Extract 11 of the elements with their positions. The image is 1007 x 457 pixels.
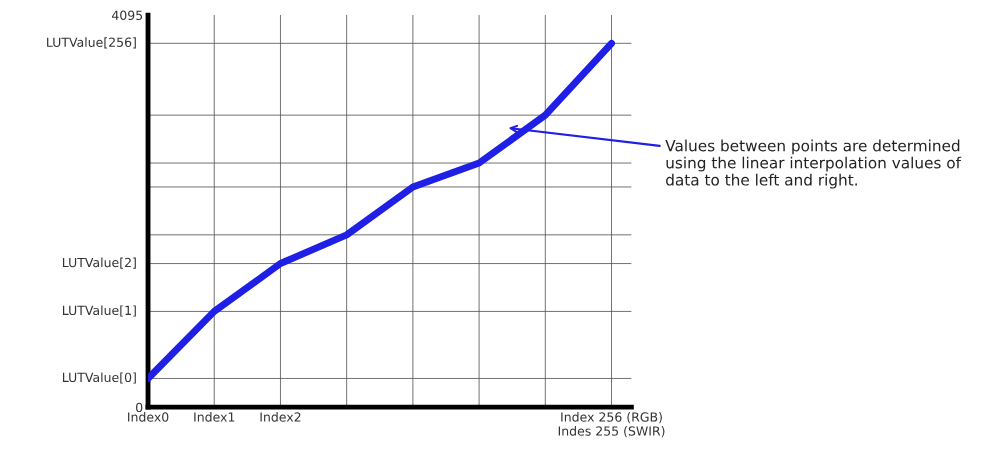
ref-line-label: LUTValue[256] bbox=[47, 37, 136, 49]
ref-line-label: LUTValue[1] bbox=[62, 305, 136, 317]
x-tick-label: Index0 bbox=[128, 412, 169, 422]
y-tick-label: 0 bbox=[136, 402, 143, 413]
y-tick-label: 4095 bbox=[111, 10, 143, 21]
x-tick-label: Index2 bbox=[260, 412, 301, 422]
ref-line-label: LUTValue[2] bbox=[62, 257, 136, 269]
ref-line-label: LUTValue[0] bbox=[62, 372, 136, 384]
x-tick-label: Index1 bbox=[194, 412, 235, 422]
x-tick-label: Index 256 (RGB) Indes 255 (SWIR) bbox=[558, 412, 665, 438]
text: Values between points are determined using the linear interpolation values of data to the left and right. bbox=[665, 139, 962, 189]
